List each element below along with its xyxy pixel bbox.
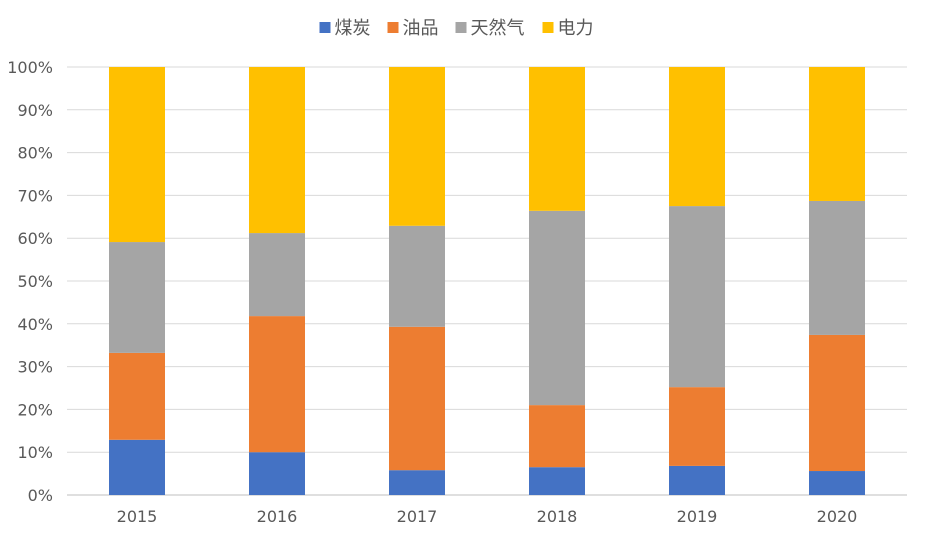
legend-swatch: [387, 22, 399, 33]
x-tick-label: 2018: [537, 507, 578, 526]
bar-segment-2017-2: [389, 225, 445, 327]
x-tick-label: 2020: [817, 507, 858, 526]
y-tick-label: 100%: [7, 58, 53, 77]
bar-segment-2020-0: [809, 471, 865, 495]
y-tick-label: 50%: [17, 272, 53, 291]
bar-segment-2018-0: [529, 467, 585, 495]
y-tick-label: 70%: [17, 186, 53, 205]
legend: 煤炭 油品 天然气 电力: [319, 18, 594, 39]
legend-swatch: [455, 22, 467, 33]
bar-segment-2018-3: [529, 67, 585, 211]
bar-segment-2020-3: [809, 67, 865, 201]
bar-segment-2019-0: [669, 465, 725, 495]
legend-item: 天然气: [455, 18, 525, 39]
bar-segment-2016-0: [249, 452, 305, 495]
bar-segment-2016-1: [249, 316, 305, 453]
bar-segment-2019-1: [669, 387, 725, 466]
bar-segment-2020-1: [809, 334, 865, 472]
bar-segment-2015-2: [109, 242, 165, 353]
bar-segment-2017-3: [389, 67, 445, 226]
bar-segment-2017-0: [389, 470, 445, 495]
bar-segment-2015-1: [109, 352, 165, 440]
x-tick-label: 2019: [677, 507, 718, 526]
y-axis-labels: 0% 10% 20% 30% 40% 50% 60% 70% 80% 90% 100%: [7, 58, 53, 505]
gridlines: [67, 66, 907, 496]
bars: [109, 67, 865, 495]
y-tick-label: 10%: [17, 443, 53, 462]
bar-segment-2016-3: [249, 67, 305, 234]
legend-item: 油品: [387, 18, 439, 39]
legend-item: 煤炭: [319, 18, 371, 39]
bar-segment-2015-3: [109, 67, 165, 243]
bar-segment-2017-1: [389, 326, 445, 471]
y-tick-label: 60%: [17, 229, 53, 248]
bar-segment-2019-2: [669, 206, 725, 388]
legend-swatch: [319, 22, 331, 33]
legend-label: 电力: [558, 18, 594, 39]
bar-segment-2020-2: [809, 200, 865, 335]
legend-swatch: [542, 22, 554, 33]
y-tick-label: 80%: [17, 144, 53, 163]
bar-segment-2018-1: [529, 405, 585, 468]
x-tick-label: 2017: [397, 507, 438, 526]
x-tick-label: 2015: [117, 507, 158, 526]
y-tick-label: 90%: [17, 101, 53, 120]
legend-label: 天然气: [471, 18, 525, 39]
x-tick-label: 2016: [257, 507, 298, 526]
legend-label: 油品: [403, 18, 439, 39]
legend-label: 煤炭: [335, 18, 371, 39]
y-tick-label: 40%: [17, 315, 53, 334]
bar-segment-2016-2: [249, 233, 305, 317]
y-tick-label: 30%: [17, 358, 53, 377]
bar-segment-2019-3: [669, 67, 725, 207]
legend-item: 电力: [542, 18, 594, 39]
bar-segment-2018-2: [529, 210, 585, 406]
y-tick-label: 20%: [17, 400, 53, 419]
y-tick-label: 0%: [28, 486, 53, 505]
x-axis-labels: 2015 2016 2017 2018 2019 2020: [117, 507, 858, 526]
bar-segment-2015-0: [109, 439, 165, 495]
